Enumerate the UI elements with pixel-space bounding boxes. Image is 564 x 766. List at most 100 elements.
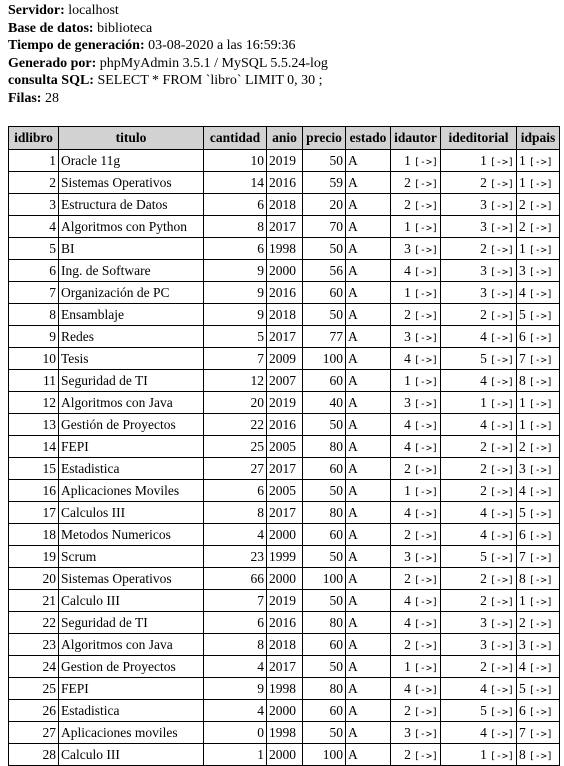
table-row: 21 Calculo III 7 2019 50 A 4 [->] 2 [->] 1 [->] bbox=[8, 589, 560, 612]
author-link[interactable]: [->] bbox=[413, 398, 438, 410]
country-link[interactable]: [->] bbox=[528, 310, 553, 322]
author-link[interactable]: [->] bbox=[413, 508, 438, 520]
country-link[interactable]: [->] bbox=[528, 530, 553, 542]
cell-cantidad: 9 bbox=[203, 303, 267, 326]
editorial-link[interactable]: [->] bbox=[489, 244, 514, 256]
author-link[interactable]: [->] bbox=[413, 706, 438, 718]
editorial-link[interactable]: [->] bbox=[489, 266, 514, 278]
author-link[interactable]: [->] bbox=[413, 464, 438, 476]
cell-cantidad-value: 12 bbox=[250, 372, 265, 388]
editorial-link[interactable]: [->] bbox=[489, 728, 514, 740]
author-link[interactable]: [->] bbox=[413, 354, 438, 366]
author-link[interactable]: [->] bbox=[413, 266, 438, 278]
country-link[interactable]: [->] bbox=[528, 552, 553, 564]
author-link[interactable]: [->] bbox=[413, 640, 438, 652]
cell-estado: A bbox=[345, 479, 391, 502]
cell-precio: 50 bbox=[302, 149, 346, 172]
cell-idautor-value: 4 bbox=[404, 614, 411, 630]
country-link[interactable]: [->] bbox=[528, 750, 553, 762]
country-link[interactable]: [->] bbox=[528, 398, 553, 410]
editorial-link[interactable]: [->] bbox=[489, 354, 514, 366]
editorial-link[interactable]: [->] bbox=[489, 552, 514, 564]
country-link[interactable]: [->] bbox=[528, 354, 553, 366]
editorial-link[interactable]: [->] bbox=[489, 310, 514, 322]
editorial-link[interactable]: [->] bbox=[489, 156, 514, 168]
cell-ideditorial-value: 4 bbox=[480, 724, 487, 740]
country-link[interactable]: [->] bbox=[528, 442, 553, 454]
editorial-link[interactable]: [->] bbox=[489, 376, 514, 388]
country-link[interactable]: [->] bbox=[528, 464, 553, 476]
editorial-link[interactable]: [->] bbox=[489, 574, 514, 586]
editorial-link[interactable]: [->] bbox=[489, 442, 514, 454]
cell-ideditorial: 2 [->] bbox=[440, 457, 517, 480]
author-link[interactable]: [->] bbox=[413, 376, 438, 388]
country-link[interactable]: [->] bbox=[528, 244, 553, 256]
author-link[interactable]: [->] bbox=[413, 332, 438, 344]
country-link[interactable]: [->] bbox=[528, 596, 553, 608]
country-link[interactable]: [->] bbox=[528, 376, 553, 388]
editorial-link[interactable]: [->] bbox=[489, 420, 514, 432]
author-link[interactable]: [->] bbox=[413, 618, 438, 630]
author-link[interactable]: [->] bbox=[413, 288, 438, 300]
country-link[interactable]: [->] bbox=[528, 684, 553, 696]
author-link[interactable]: [->] bbox=[413, 200, 438, 212]
country-link[interactable]: [->] bbox=[528, 618, 553, 630]
author-link[interactable]: [->] bbox=[413, 684, 438, 696]
author-link[interactable]: [->] bbox=[413, 222, 438, 234]
editorial-link[interactable]: [->] bbox=[489, 332, 514, 344]
cell-estado: A bbox=[345, 259, 391, 282]
author-link[interactable]: [->] bbox=[413, 244, 438, 256]
country-link[interactable]: [->] bbox=[528, 178, 553, 190]
editorial-link[interactable]: [->] bbox=[489, 398, 514, 410]
country-link[interactable]: [->] bbox=[528, 706, 553, 718]
author-link[interactable]: [->] bbox=[413, 728, 438, 740]
cell-estado: A bbox=[345, 347, 391, 370]
author-link[interactable]: [->] bbox=[413, 442, 438, 454]
country-link[interactable]: [->] bbox=[528, 222, 553, 234]
editorial-link[interactable]: [->] bbox=[489, 508, 514, 520]
cell-idautor: 3 [->] bbox=[390, 237, 441, 260]
author-link[interactable]: [->] bbox=[413, 178, 438, 190]
country-link[interactable]: [->] bbox=[528, 486, 553, 498]
editorial-link[interactable]: [->] bbox=[489, 200, 514, 212]
author-link[interactable]: [->] bbox=[413, 574, 438, 586]
editorial-link[interactable]: [->] bbox=[489, 596, 514, 608]
country-link[interactable]: [->] bbox=[528, 508, 553, 520]
country-link[interactable]: [->] bbox=[528, 420, 553, 432]
editorial-link[interactable]: [->] bbox=[489, 684, 514, 696]
country-link[interactable]: [->] bbox=[528, 266, 553, 278]
country-link[interactable]: [->] bbox=[528, 156, 553, 168]
country-link[interactable]: [->] bbox=[528, 728, 553, 740]
country-link[interactable]: [->] bbox=[528, 574, 553, 586]
author-link[interactable]: [->] bbox=[413, 486, 438, 498]
country-link[interactable]: [->] bbox=[528, 332, 553, 344]
cell-ideditorial-value: 4 bbox=[480, 416, 487, 432]
author-link[interactable]: [->] bbox=[413, 310, 438, 322]
cell-titulo: Estadistica bbox=[58, 457, 204, 480]
editorial-link[interactable]: [->] bbox=[489, 640, 514, 652]
author-link[interactable]: [->] bbox=[413, 750, 438, 762]
country-link[interactable]: [->] bbox=[528, 200, 553, 212]
country-link[interactable]: [->] bbox=[528, 288, 553, 300]
cell-idlibro-value: 20 bbox=[42, 570, 57, 586]
editorial-link[interactable]: [->] bbox=[489, 222, 514, 234]
editorial-link[interactable]: [->] bbox=[489, 464, 514, 476]
editorial-link[interactable]: [->] bbox=[489, 618, 514, 630]
author-link[interactable]: [->] bbox=[413, 662, 438, 674]
author-link[interactable]: [->] bbox=[413, 420, 438, 432]
editorial-link[interactable]: [->] bbox=[489, 706, 514, 718]
cell-precio: 50 bbox=[302, 545, 346, 568]
author-link[interactable]: [->] bbox=[413, 552, 438, 564]
editorial-link[interactable]: [->] bbox=[489, 178, 514, 190]
editorial-link[interactable]: [->] bbox=[489, 288, 514, 300]
author-link[interactable]: [->] bbox=[413, 596, 438, 608]
country-link[interactable]: [->] bbox=[528, 662, 553, 674]
editorial-link[interactable]: [->] bbox=[489, 530, 514, 542]
author-link[interactable]: [->] bbox=[413, 156, 438, 168]
cell-cantidad-value: 4 bbox=[257, 526, 264, 542]
author-link[interactable]: [->] bbox=[413, 530, 438, 542]
editorial-link[interactable]: [->] bbox=[489, 662, 514, 674]
country-link[interactable]: [->] bbox=[528, 640, 553, 652]
editorial-link[interactable]: [->] bbox=[489, 486, 514, 498]
editorial-link[interactable]: [->] bbox=[489, 750, 514, 762]
